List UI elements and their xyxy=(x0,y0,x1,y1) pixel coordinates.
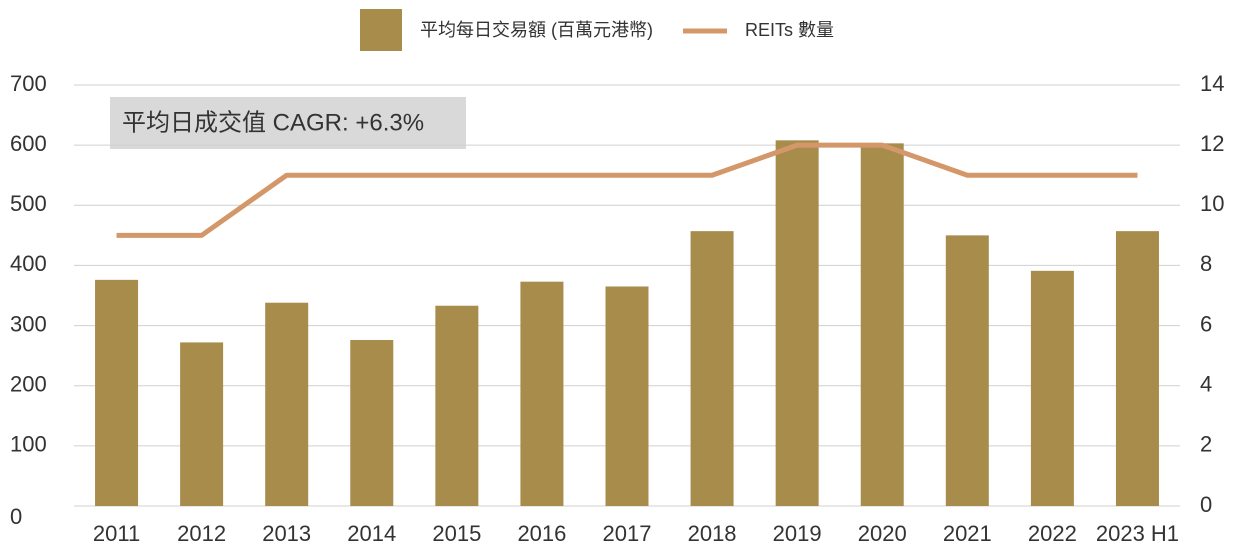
x-tick-label: 2020 xyxy=(858,521,907,546)
x-tick-label: 2012 xyxy=(177,521,226,546)
legend-swatch xyxy=(360,9,402,51)
bar xyxy=(350,340,394,506)
x-tick-label: 2019 xyxy=(773,521,822,546)
legend-label: REITs 數量 xyxy=(745,20,834,40)
y-tick-label: 200 xyxy=(10,372,47,397)
bar xyxy=(860,143,904,507)
bar xyxy=(435,305,479,506)
y2-tick-label: 10 xyxy=(1200,191,1224,216)
y-tick-label: 700 xyxy=(10,71,47,96)
bar xyxy=(945,235,989,506)
y-tick-label: 500 xyxy=(10,191,47,216)
bar xyxy=(95,279,139,506)
x-tick-label: 2015 xyxy=(432,521,481,546)
y2-tick-label: 14 xyxy=(1200,71,1224,96)
bar xyxy=(520,281,564,506)
x-tick-label: 2013 xyxy=(262,521,311,546)
annotation-box xyxy=(110,97,466,149)
y-tick-label: 100 xyxy=(10,432,47,457)
y-tick-label: 0 xyxy=(10,504,22,529)
x-tick-label: 2023 H1 xyxy=(1096,521,1179,546)
x-tick-label: 2011 xyxy=(93,521,140,546)
y2-tick-label: 12 xyxy=(1200,131,1224,156)
bar xyxy=(1030,270,1074,506)
bar xyxy=(775,140,819,506)
y2-tick-label: 0 xyxy=(1200,492,1212,517)
legend-label: 平均每日交易額 (百萬元港幣) xyxy=(420,20,653,40)
bar xyxy=(1115,231,1159,506)
x-tick-label: 2014 xyxy=(347,521,396,546)
bar xyxy=(605,286,649,506)
x-tick-label: 2018 xyxy=(688,521,737,546)
bar xyxy=(690,231,734,506)
x-tick-label: 2021 xyxy=(943,521,992,546)
bar xyxy=(265,302,309,506)
line xyxy=(116,142,1138,238)
y-tick-label: 300 xyxy=(10,311,47,336)
y2-tick-label: 6 xyxy=(1200,311,1212,336)
y-tick-label: 400 xyxy=(10,251,47,276)
y2-tick-label: 2 xyxy=(1200,432,1212,457)
y2-tick-label: 8 xyxy=(1200,251,1212,276)
bar xyxy=(180,342,224,506)
y-tick-label: 600 xyxy=(10,131,47,156)
x-tick-label: 2017 xyxy=(603,521,652,546)
x-tick-label: 2022 xyxy=(1028,521,1077,546)
annotation: 平均日成交值 CAGR: +6.3% xyxy=(122,109,424,136)
y2-tick-label: 4 xyxy=(1200,372,1212,397)
x-tick-label: 2016 xyxy=(517,521,566,546)
